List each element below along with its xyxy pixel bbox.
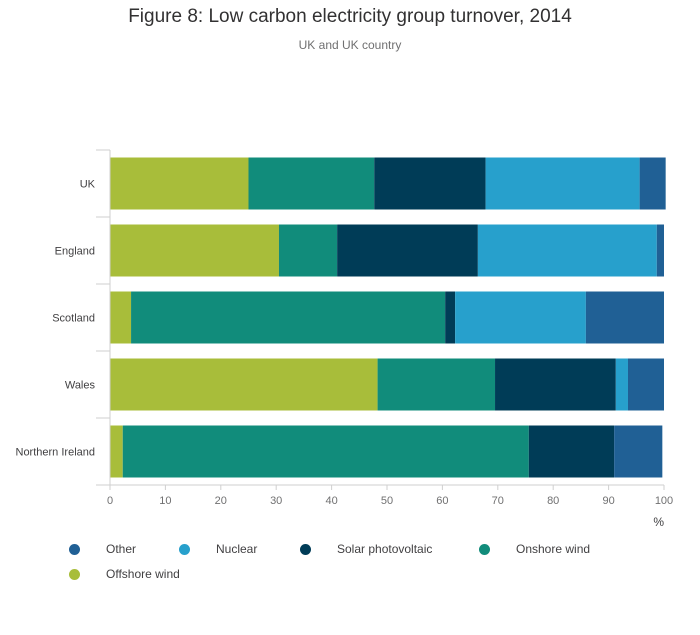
legend-item-nuclear[interactable]: Nuclear xyxy=(179,542,257,556)
bar-onshore-wind-uk xyxy=(248,157,375,210)
bar-onshore-wind-northern-ireland xyxy=(122,425,529,478)
bar-nuclear-scotland xyxy=(455,291,586,344)
bar-solar-photovoltaic-england xyxy=(337,224,478,277)
bar-other-wales xyxy=(627,358,664,411)
bar-solar-photovoltaic-scotland xyxy=(445,291,456,344)
x-tick-label: 90 xyxy=(602,495,614,507)
bar-offshore-wind-wales xyxy=(110,358,378,411)
legend-item-offshore-wind[interactable]: Offshore wind xyxy=(69,567,180,581)
x-tick-label: 10 xyxy=(159,495,171,507)
bar-other-england xyxy=(656,224,664,277)
legend-label: Solar photovoltaic xyxy=(337,542,433,556)
legend-item-onshore-wind[interactable]: Onshore wind xyxy=(479,542,590,556)
bar-nuclear-wales xyxy=(615,358,628,411)
x-tick-label: 70 xyxy=(492,495,504,507)
x-tick-label: 0 xyxy=(107,495,113,507)
bar-offshore-wind-northern-ireland xyxy=(110,425,123,478)
x-tick-label: 60 xyxy=(436,495,448,507)
axes: UK England Scotland Wales Northern Ireland 0 1… xyxy=(16,150,673,529)
x-tick-label: 100 xyxy=(655,495,673,507)
x-tick-label: 40 xyxy=(325,495,337,507)
chart-subtitle: UK and UK country xyxy=(298,38,402,52)
bar-other-uk xyxy=(639,157,666,210)
y-tick-label: Northern Ireland xyxy=(16,447,96,459)
y-tick-label: Wales xyxy=(65,380,96,392)
bar-nuclear-uk xyxy=(485,157,640,210)
y-tick-label: Scotland xyxy=(52,313,95,325)
bars xyxy=(110,157,666,478)
legend-label: Nuclear xyxy=(216,542,258,556)
chart-title: Figure 8: Low carbon electricity group t… xyxy=(128,6,572,27)
legend-item-other[interactable]: Other xyxy=(69,542,136,556)
gridlines xyxy=(96,149,110,486)
bar-solar-photovoltaic-uk xyxy=(374,157,486,210)
bar-onshore-wind-wales xyxy=(377,358,496,411)
x-tick-label: 30 xyxy=(270,495,282,507)
legend-swatch xyxy=(69,568,80,580)
x-tick-label: 20 xyxy=(215,495,227,507)
bar-offshore-wind-england xyxy=(110,224,279,277)
bar-solar-photovoltaic-northern-ireland xyxy=(528,425,615,478)
x-tick-label: 50 xyxy=(381,495,393,507)
y-tick-label: England xyxy=(55,246,95,258)
bar-nuclear-england xyxy=(477,224,657,277)
bar-other-scotland xyxy=(585,291,664,344)
x-tick-label: 80 xyxy=(547,495,559,507)
legend-label: Onshore wind xyxy=(516,542,591,556)
legend-label: Offshore wind xyxy=(106,567,180,581)
bar-offshore-wind-scotland xyxy=(110,291,132,344)
bar-onshore-wind-england xyxy=(278,224,338,277)
legend-item-solar-photovoltaic[interactable]: Solar photovoltaic xyxy=(300,542,432,556)
legend-swatch xyxy=(179,543,190,555)
y-tick-label: UK xyxy=(80,179,96,191)
bar-other-northern-ireland xyxy=(614,425,663,478)
bar-offshore-wind-uk xyxy=(110,157,249,210)
legend-swatch xyxy=(300,543,311,555)
legend-swatch xyxy=(479,543,490,555)
legend-swatch xyxy=(69,543,80,555)
bar-onshore-wind-scotland xyxy=(131,291,446,344)
x-axis-label: % xyxy=(653,515,664,529)
legend-label: Other xyxy=(106,542,137,556)
bar-solar-photovoltaic-wales xyxy=(495,358,616,411)
